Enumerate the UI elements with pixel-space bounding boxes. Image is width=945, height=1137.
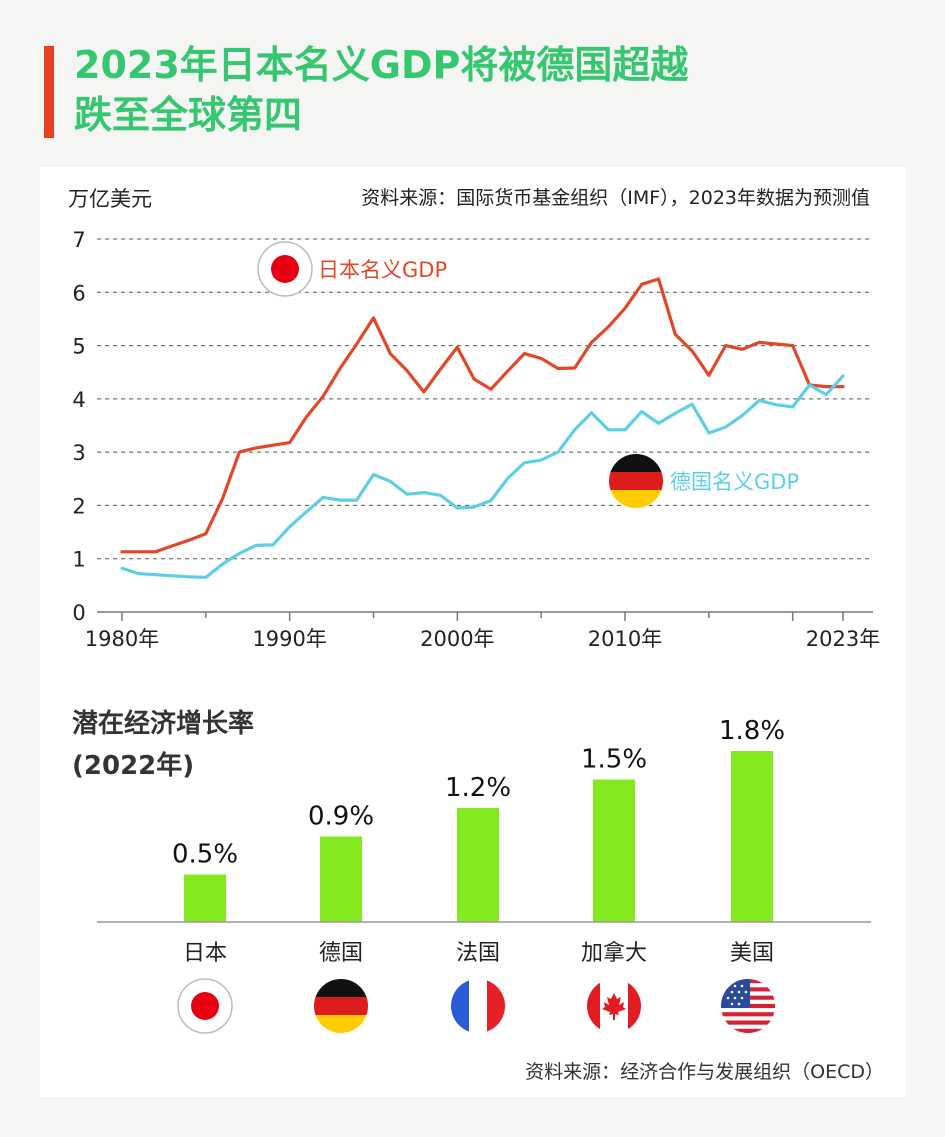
bar-category-label: 美国 [730,941,774,966]
bar [457,808,499,922]
y-tick-label: 6 [72,281,85,305]
y-tick-label: 4 [72,388,85,412]
usa-flag-icon [721,979,775,1033]
bar-category-label: 法国 [456,941,500,966]
japan-gdp-line [120,277,845,554]
france-flag-icon [451,979,505,1033]
bar-chart-source: 资料来源：经济合作与发展组织（OECD） [525,1061,884,1083]
germany-flag-icon [314,979,368,1033]
x-tick-label: 1990年 [252,627,326,651]
bar-value-label: 0.9% [308,802,374,832]
japan-flag-icon [177,978,233,1034]
germany-legend: 德国名义GDP [609,454,799,508]
y-tick-label: 5 [72,335,85,359]
japan-legend: 日本名义GDP [257,241,447,297]
line-chart-gridlines [97,238,873,560]
bar-category-label: 加拿大 [581,940,647,966]
japan-legend-label: 日本名义GDP [318,258,447,282]
bar-category-label: 德国 [319,941,363,966]
title-line-2: 跌至全球第四 [74,93,303,137]
bar [731,751,773,922]
japan-flag-icon [257,241,313,297]
x-tick-label: 1980年 [85,627,159,651]
line-chart-y-axis: 0 1 2 3 4 5 6 7 [72,228,85,625]
bar [320,836,362,922]
x-tick-label: 2010年 [588,627,662,651]
y-tick-label: 0 [72,601,85,625]
title-accent-bar [44,46,54,138]
y-tick-label: 2 [72,494,85,518]
y-tick-label: 3 [72,441,85,465]
bar-chart: 0.5% 日本 0.9% 德国 1.2% 法国 1.5% 加拿大 1.8% 美国 [172,716,785,966]
x-tick-label: 2023年 [806,627,880,651]
page-title: 2023年日本名义GDP将被德国超越 跌至全球第四 [74,40,688,140]
line-chart-source: 资料来源：国际货币基金组织（IMF），2023年数据为预测值 [361,187,870,209]
canada-flag-icon [587,979,641,1033]
line-chart-series [120,277,845,580]
bar-value-label: 1.2% [445,773,511,803]
germany-flag-icon [609,454,663,508]
y-tick-label: 1 [72,548,85,572]
x-tick-label: 2000年 [420,627,494,651]
bar-value-label: 1.8% [719,716,785,746]
bar [593,779,635,922]
germany-legend-label: 德国名义GDP [670,470,799,494]
bar-value-label: 0.5% [172,840,238,870]
bar-category-label: 日本 [183,941,227,966]
bar [184,874,226,922]
chart-panel [40,167,906,1097]
y-tick-label: 7 [72,228,85,252]
germany-gdp-line [120,374,845,580]
line-chart-x-axis: 1980年 1990年 2000年 2010年 2023年 [85,611,880,651]
bar-value-label: 1.5% [581,745,647,775]
bar-chart-subtitle: (2022年) [72,750,194,781]
bar-chart-title: 潜在经济增长率 [72,708,254,739]
title-line-1: 2023年日本名义GDP将被德国超越 [74,43,689,87]
line-chart-ylabel: 万亿美元 [68,187,152,211]
